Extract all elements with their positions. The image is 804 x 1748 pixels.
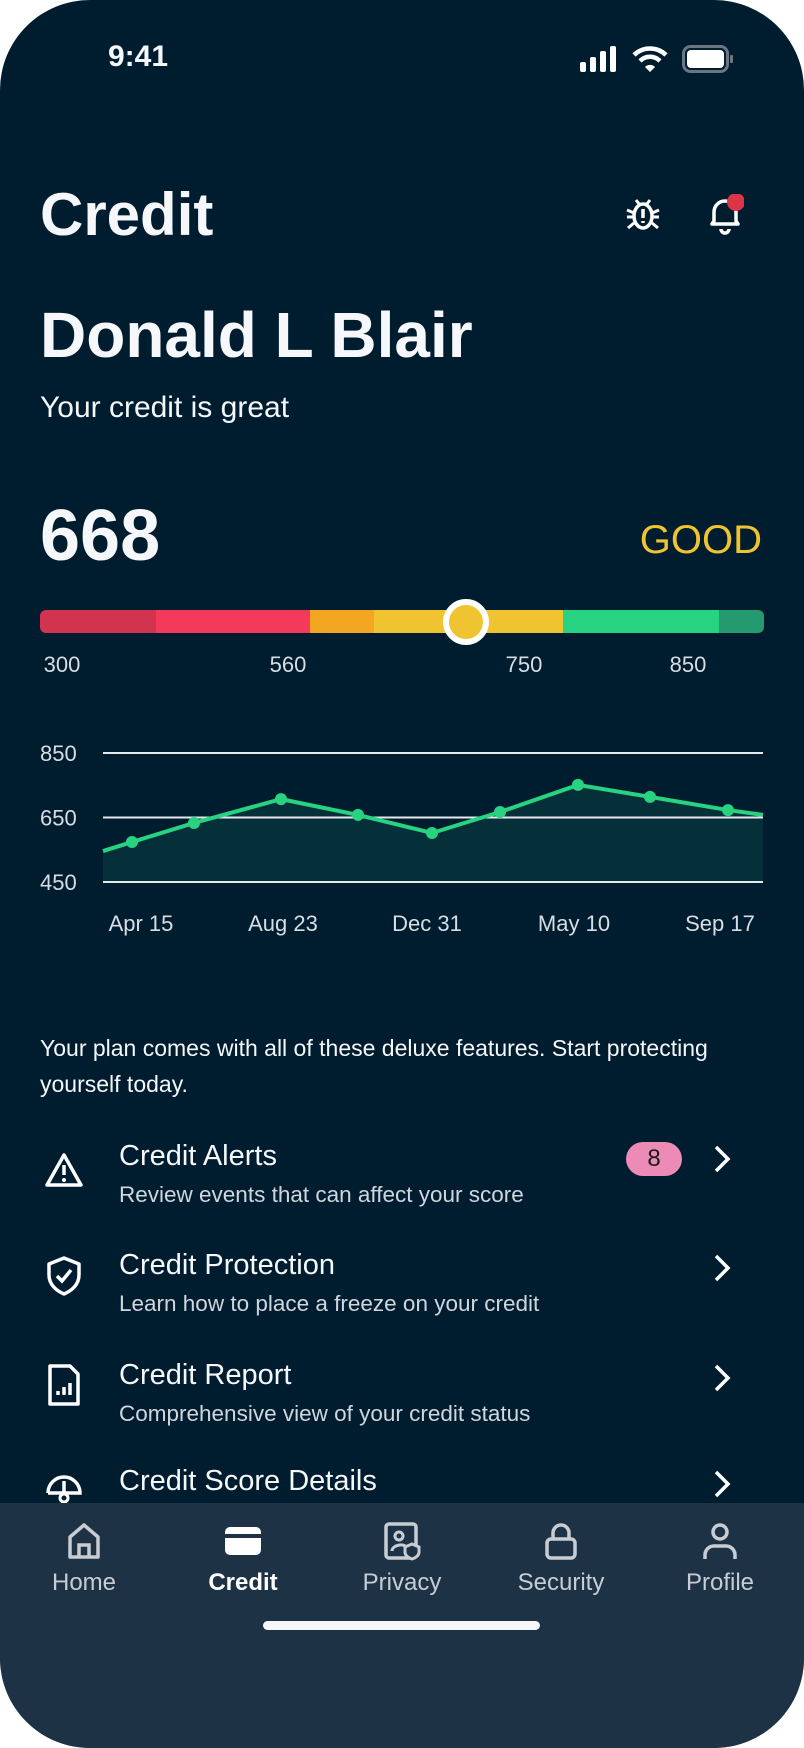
scale-tick: 750 — [505, 652, 543, 677]
tab-security[interactable]: Security — [491, 1503, 631, 1633]
data-point — [426, 826, 438, 839]
tab-privacy[interactable]: Privacy — [332, 1503, 472, 1633]
data-point — [572, 778, 584, 791]
wifi-icon — [632, 46, 668, 72]
home-indicator[interactable] — [263, 1621, 540, 1630]
credit-status-text: Your credit is great — [40, 391, 290, 424]
scale-segment — [310, 610, 374, 633]
report-icon — [48, 1364, 80, 1406]
data-point — [352, 808, 364, 821]
y-tick-label: 850 — [40, 741, 77, 766]
scale-segment — [156, 610, 310, 633]
tab-profile[interactable]: Profile — [650, 1503, 790, 1633]
credit-rating: GOOD — [639, 518, 762, 562]
scale-tick: 300 — [43, 652, 81, 677]
user-name: Donald L Blair — [40, 299, 473, 371]
bell-icon[interactable] — [706, 194, 744, 236]
item-title: Credit Score Details — [119, 1465, 377, 1497]
tab-label: Home — [51, 1569, 117, 1596]
notification-dot — [727, 194, 744, 211]
y-tick-label: 450 — [40, 870, 77, 895]
score-marker — [443, 599, 489, 645]
scale-segment — [719, 610, 764, 633]
chevron-right-icon — [714, 1145, 731, 1173]
lock-icon — [545, 1523, 577, 1560]
chevron-right-icon — [714, 1254, 731, 1282]
tab-home[interactable]: Home — [14, 1503, 154, 1633]
data-point — [644, 790, 656, 803]
gauge-icon — [46, 1475, 82, 1504]
scale-segment — [563, 610, 719, 633]
item-title: Credit Protection — [119, 1249, 335, 1281]
shield-check-icon — [47, 1256, 81, 1296]
chevron-right-icon — [714, 1470, 731, 1498]
item-title: Credit Report — [119, 1359, 292, 1391]
score-history-chart: 850 650 450 Apr 15 Aug 23 Dec 31 May 10 Sep 17 — [40, 741, 764, 936]
x-tick-label: May 10 — [538, 911, 610, 936]
data-point — [722, 804, 734, 817]
credit-score: 668 — [40, 496, 161, 576]
signal-icon — [580, 46, 616, 72]
x-tick-label: Sep 17 — [685, 911, 755, 936]
alert-count-badge: 8 — [626, 1142, 682, 1176]
battery-icon — [682, 45, 733, 73]
warning-icon — [45, 1153, 83, 1187]
x-tick-label: Apr 15 — [109, 911, 174, 936]
status-time: 9:41 — [108, 40, 169, 73]
tab-label: Credit — [208, 1569, 278, 1596]
tab-label: Security — [517, 1569, 605, 1596]
data-point — [275, 793, 287, 806]
x-tick-label: Aug 23 — [248, 911, 318, 936]
scale-segment — [40, 610, 156, 633]
item-subtitle: Comprehensive view of your credit status — [119, 1401, 531, 1426]
list-item-credit-score-details[interactable]: Credit Score Details — [0, 1455, 804, 1565]
item-title: Credit Alerts — [119, 1140, 277, 1172]
data-point — [188, 816, 200, 829]
privacy-icon — [384, 1522, 421, 1561]
bug-icon[interactable] — [624, 196, 662, 234]
scale-tick: 560 — [269, 652, 307, 677]
data-point — [126, 836, 138, 849]
y-tick-label: 650 — [40, 806, 77, 831]
page-title: Credit — [40, 181, 214, 248]
item-subtitle: Review events that can affect your score — [119, 1182, 524, 1207]
data-point — [494, 806, 506, 819]
home-icon — [68, 1523, 100, 1559]
list-item-credit-report[interactable]: Credit Report Comprehensive view of your… — [0, 1349, 804, 1459]
profile-icon — [703, 1523, 737, 1559]
tab-label: Profile — [685, 1569, 755, 1596]
item-subtitle: Learn how to place a freeze on your cred… — [119, 1291, 540, 1316]
features-intro: Your plan comes with all of these deluxe… — [40, 1035, 708, 1097]
chevron-right-icon — [714, 1364, 731, 1392]
list-item-credit-alerts[interactable]: Credit Alerts Review events that can aff… — [0, 1130, 804, 1240]
x-tick-label: Dec 31 — [392, 911, 462, 936]
credit-card-icon — [225, 1527, 261, 1555]
list-item-credit-protection[interactable]: Credit Protection Learn how to place a f… — [0, 1239, 804, 1349]
tab-credit[interactable]: Credit — [173, 1503, 313, 1633]
scale-tick: 850 — [669, 652, 707, 677]
tab-label: Privacy — [362, 1569, 442, 1596]
